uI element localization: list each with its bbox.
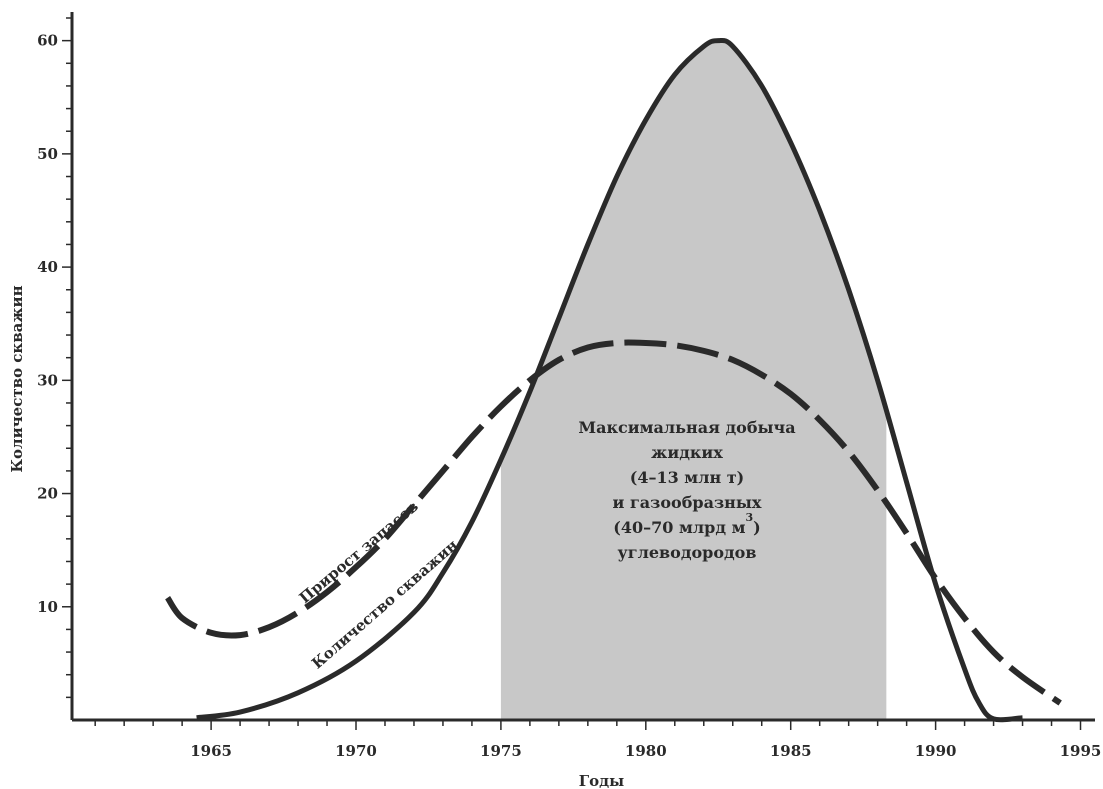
y-tick-label: 20 <box>37 485 58 503</box>
series-layer <box>165 37 1062 723</box>
axes: 1965 1970 1975 1980 1985 1990 1995 10 20 30 40 50 60… <box>8 12 1101 789</box>
y-tick-label: 60 <box>37 32 58 50</box>
series-label-wells: Количество скважин <box>308 536 461 672</box>
shaded-region-label-line: углеводородов <box>618 543 757 562</box>
x-tick-label: 1985 <box>770 742 812 760</box>
shaded-region-label-line: Максимальная добыча <box>578 418 795 437</box>
shaded-region-label-line: жидких <box>651 443 723 462</box>
y-tick-label: 30 <box>37 371 58 389</box>
series-line-wells <box>196 37 1023 723</box>
shaded-region-label-line: и газообразных <box>613 493 762 512</box>
x-tick-label: 1980 <box>625 742 667 760</box>
shaded-region-layer <box>500 40 887 720</box>
x-tick-label: 1995 <box>1060 742 1102 760</box>
shaded-region-label-line: (4–13 млн т) <box>630 468 744 487</box>
y-tick-label: 10 <box>37 598 58 616</box>
superscript-3: 3 <box>745 511 753 524</box>
x-axis-title: Годы <box>579 772 624 789</box>
x-tick-label: 1965 <box>190 742 232 760</box>
closing-paren: ) <box>753 518 761 537</box>
y-axis-title: Количество скважин <box>8 285 26 472</box>
y-tick-label: 50 <box>37 145 58 163</box>
series-line-reserves <box>165 339 1062 706</box>
x-tick-label: 1970 <box>335 742 377 760</box>
shaded-region-annotation: Максимальная добыча жидких (4–13 млн т) и г… <box>578 418 795 562</box>
y-tick-label: 40 <box>37 258 58 276</box>
x-tick-label: 1975 <box>480 742 522 760</box>
shaded-region <box>500 40 887 720</box>
x-tick-label: 1990 <box>915 742 957 760</box>
